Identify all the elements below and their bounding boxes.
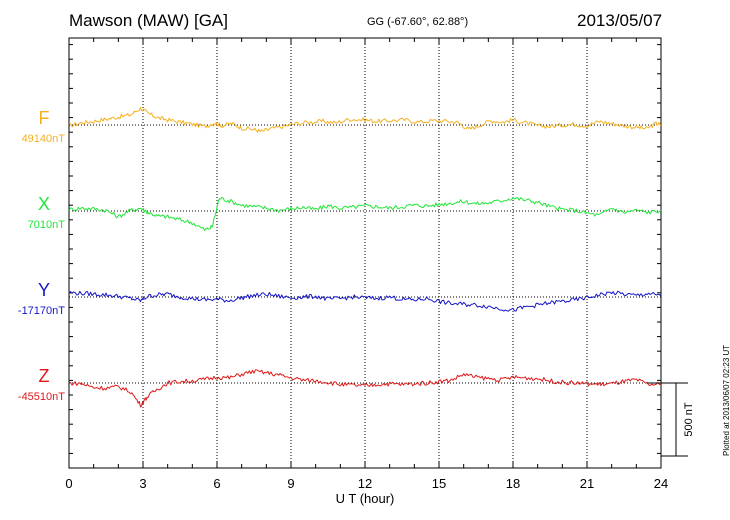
series-line-X: [68, 196, 662, 232]
component-label-Y: Y: [38, 280, 50, 300]
baseline-label-F: 49140nT: [22, 133, 66, 145]
geographic-coords: GG (-67.60°, 62.88°): [367, 16, 469, 28]
date-label: 2013/05/07: [577, 11, 663, 30]
baseline-label-X: 7010nT: [28, 219, 66, 231]
series-line-Y: [68, 290, 662, 312]
series-line-F: [68, 106, 662, 133]
component-label-F: F: [39, 108, 50, 128]
scale-bar: 500 nT: [647, 382, 695, 457]
x-tick-label: 24: [654, 476, 668, 491]
axis-labels: 0 3 6 9 12 15 18 21 24 U T (hour) F 49140nT X 7010nT Y…: [18, 108, 668, 506]
component-label-X: X: [38, 194, 50, 214]
plotted-timestamp: Plotted at 2013/06/07 02:23 UT: [722, 344, 730, 456]
x-tick-label: 3: [139, 476, 146, 491]
scale-bar-label: 500 nT: [683, 402, 695, 437]
station-title: Mawson (MAW) [GA]: [69, 11, 228, 30]
baseline-label-Y: -17170nT: [18, 305, 65, 317]
x-tick-label: 6: [213, 476, 220, 491]
x-axis-label: U T (hour): [336, 491, 395, 506]
x-tick-label: 9: [287, 476, 294, 491]
series-line-Z: [68, 369, 661, 408]
series-group: [68, 106, 662, 408]
component-label-Z: Z: [39, 366, 50, 386]
x-tick-label: 21: [580, 476, 594, 491]
x-tick-label: 15: [432, 476, 446, 491]
grid-lines: [69, 38, 661, 468]
x-tick-label: 18: [506, 476, 520, 491]
x-tick-label: 12: [358, 476, 372, 491]
plot-border: [68, 37, 662, 469]
baseline-label-Z: -45510nT: [18, 391, 65, 403]
x-tick-label: 0: [65, 476, 72, 491]
plot-frame: [68, 37, 662, 469]
